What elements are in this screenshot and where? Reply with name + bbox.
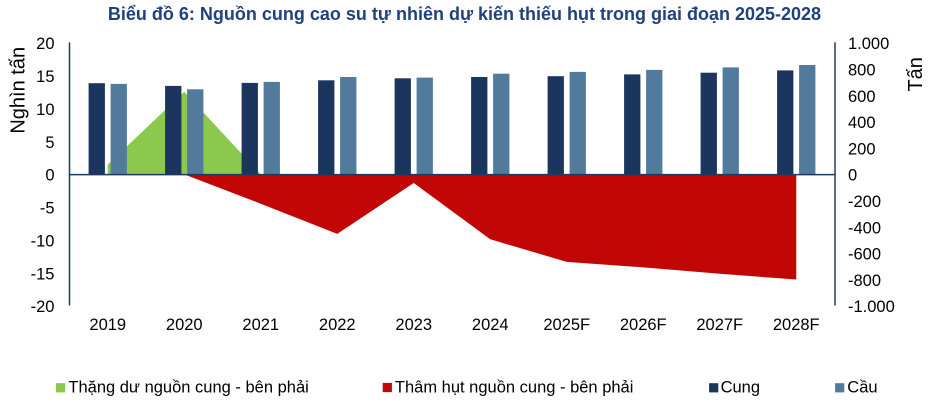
svg-text:0: 0 xyxy=(45,167,54,185)
svg-text:-600: -600 xyxy=(848,246,881,264)
svg-text:-5: -5 xyxy=(40,200,55,218)
svg-text:400: 400 xyxy=(848,114,876,132)
svg-text:Thâm hụt nguồn cung - bên phải: Thâm hụt nguồn cung - bên phải xyxy=(395,379,634,397)
svg-text:Thặng dư nguồn cung - bên phải: Thặng dư nguồn cung - bên phải xyxy=(68,379,308,397)
svg-text:600: 600 xyxy=(848,88,876,106)
svg-text:Cung: Cung xyxy=(721,379,760,397)
svg-text:Biểu đồ 6: Nguồn cung cao su t: Biểu đồ 6: Nguồn cung cao su tự nhiên dự… xyxy=(108,4,821,24)
svg-text:10: 10 xyxy=(36,101,54,119)
svg-text:-20: -20 xyxy=(31,298,55,316)
svg-text:2027F: 2027F xyxy=(696,316,743,334)
svg-text:200: 200 xyxy=(848,140,876,158)
svg-text:Nghìn tấn: Nghìn tấn xyxy=(8,47,30,134)
svg-text:20: 20 xyxy=(36,35,54,53)
svg-text:2022: 2022 xyxy=(319,316,356,334)
svg-text:-10: -10 xyxy=(31,233,55,251)
svg-text:Tấn: Tấn xyxy=(905,57,927,91)
svg-text:-1.000: -1.000 xyxy=(848,298,895,316)
svg-text:2019: 2019 xyxy=(89,316,126,334)
svg-text:-400: -400 xyxy=(848,219,881,237)
svg-text:800: 800 xyxy=(848,62,876,80)
svg-text:2026F: 2026F xyxy=(620,316,667,334)
svg-text:2028F: 2028F xyxy=(773,316,820,334)
svg-text:2025F: 2025F xyxy=(543,316,590,334)
svg-text:1.000: 1.000 xyxy=(848,35,889,53)
svg-text:2020: 2020 xyxy=(166,316,203,334)
svg-text:-15: -15 xyxy=(31,265,55,283)
svg-text:15: 15 xyxy=(36,68,54,86)
svg-text:-200: -200 xyxy=(848,193,881,211)
svg-text:5: 5 xyxy=(45,134,54,152)
svg-text:0: 0 xyxy=(848,167,857,185)
svg-text:2021: 2021 xyxy=(242,316,279,334)
svg-text:-800: -800 xyxy=(848,272,881,290)
svg-text:Cầu: Cầu xyxy=(847,379,877,397)
svg-text:2024: 2024 xyxy=(472,316,509,334)
svg-text:2023: 2023 xyxy=(395,316,432,334)
